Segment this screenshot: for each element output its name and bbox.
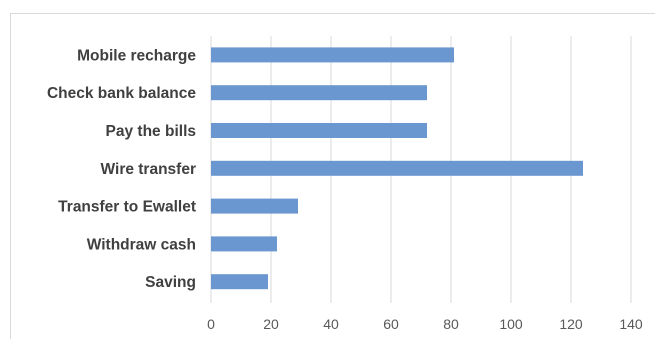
bar-saving	[211, 274, 268, 290]
x-tick-label: 100	[499, 316, 523, 332]
bar-wire-transfer	[211, 160, 583, 176]
bar-check-bank-balance	[211, 85, 427, 101]
x-tick-label: 0	[207, 316, 215, 332]
bar-pay-the-bills	[211, 123, 427, 138]
category-label: Transfer to Ewallet	[58, 199, 196, 216]
x-tick-label: 120	[559, 316, 583, 332]
x-tick-label: 60	[383, 316, 399, 332]
x-tick-label: 40	[323, 316, 339, 332]
bars	[211, 47, 583, 290]
x-tick-label: 20	[263, 316, 279, 332]
category-label: Mobile recharge	[77, 47, 196, 64]
frame-border-top	[10, 13, 655, 14]
category-label: Pay the bills	[106, 123, 196, 140]
category-label: Withdraw cash	[87, 236, 196, 253]
category-label: Check bank balance	[47, 85, 196, 102]
bar-mobile-recharge	[211, 47, 454, 63]
bar-transfer-to-ewallet	[211, 198, 298, 214]
x-tick-label: 140	[619, 316, 643, 332]
frame-border-left	[10, 13, 11, 339]
category-label: Wire transfer	[101, 161, 196, 178]
bar-withdraw-cash	[211, 236, 277, 252]
category-labels: Mobile recharge Check bank balance Pay the…	[47, 47, 196, 291]
category-label: Saving	[145, 274, 196, 291]
x-tick-labels: 0 20 40 60 80 100 120 140	[207, 316, 643, 332]
x-tick-label: 80	[443, 316, 459, 332]
